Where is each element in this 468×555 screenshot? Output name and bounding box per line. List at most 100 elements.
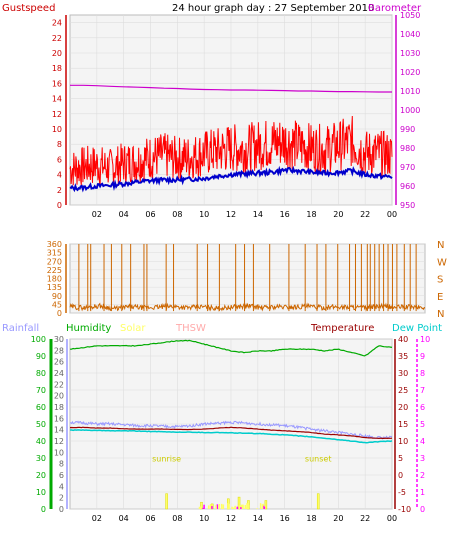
rainfall-tick-label: 14 — [54, 426, 64, 435]
humidity-tick-label: 20 — [36, 471, 46, 480]
gust-tick-label: 0 — [57, 201, 62, 210]
temperature-tick-label: 35 — [398, 352, 408, 361]
rainfall-tick-label: 4 — [59, 482, 64, 491]
temperature-tick-label: 10 — [398, 437, 408, 446]
legend-temperature: Temperature — [310, 323, 374, 334]
humidity-tick-label: 100 — [31, 335, 46, 344]
barometer-tick-label: 1020 — [400, 68, 420, 77]
barometer-tick-label: 1030 — [400, 49, 420, 58]
rainfall-tick-label: 2 — [59, 494, 64, 503]
uv-tick-label: 9 — [420, 352, 425, 361]
direction-tick-label: 225 — [47, 266, 62, 275]
uv-tick-label: 6 — [420, 403, 425, 412]
humidity-tick-label: 50 — [36, 420, 46, 429]
temp-x-tick-label: 20 — [333, 514, 343, 523]
average-wind-series-line — [69, 165, 393, 193]
humidity-tick-label: 70 — [36, 386, 46, 395]
gust-tick-label: 24 — [52, 19, 62, 28]
sunrise-annotation: sunrise — [152, 454, 181, 463]
uv-bar — [216, 504, 219, 509]
legend-thsw: THSW — [175, 323, 206, 334]
compass-label: W — [437, 257, 447, 268]
uv-bar — [211, 506, 213, 509]
uv-bar — [222, 504, 225, 509]
gust-tick-label: 10 — [52, 125, 62, 134]
uv-bar — [240, 507, 242, 509]
gust-tick-label: 22 — [52, 34, 62, 43]
gust-tick-label: 20 — [52, 49, 62, 58]
uv-bar — [228, 503, 230, 509]
uv-tick-label: 2 — [420, 471, 425, 480]
barometer-series-line — [70, 84, 392, 93]
compass-label: S — [437, 275, 443, 286]
uv-bar — [215, 505, 217, 509]
humidity-tick-label: 0 — [41, 505, 46, 514]
barometer-axis-title: Barometer — [368, 3, 422, 14]
rainfall-tick-label: 30 — [54, 335, 64, 344]
temperature-tick-label: 15 — [398, 420, 408, 429]
barometer-tick-label: 950 — [400, 201, 415, 210]
uv-bar — [242, 504, 244, 509]
solar-bar — [165, 493, 168, 510]
dew-point-series-line — [70, 429, 393, 444]
wind-direction-series-line — [69, 302, 425, 312]
wind-x-tick-label: 06 — [145, 210, 155, 219]
humidity-tick-label: 40 — [36, 437, 46, 446]
direction-tick-label: 360 — [47, 240, 62, 249]
solar-bar — [200, 501, 203, 510]
uv-bar — [232, 507, 235, 509]
direction-tick-label: 0 — [57, 309, 62, 318]
temperature-tick-label: 30 — [398, 369, 408, 378]
uv-bar — [209, 504, 212, 509]
uv-bar — [261, 504, 264, 509]
temperature-tick-label: 40 — [398, 335, 408, 344]
gust-tick-label: 6 — [57, 155, 62, 164]
compass-label: N — [437, 309, 444, 320]
barometer-tick-label: 960 — [400, 182, 415, 191]
uv-bar — [256, 508, 258, 509]
temp-x-tick-label: 02 — [92, 514, 102, 523]
barometer-tick-label: 1010 — [400, 87, 420, 96]
uv-bar — [234, 505, 236, 509]
gustspeed-axis-title: Gustspeed — [2, 3, 55, 14]
temperature-tick-label: 0 — [398, 471, 403, 480]
legend-dew-point: Dew Point — [392, 323, 442, 334]
uv-bar — [259, 503, 262, 509]
uv-bar — [236, 506, 239, 509]
uv-tick-label: 7 — [420, 386, 425, 395]
uv-bar — [247, 504, 250, 509]
gust-tick-label: 8 — [57, 140, 62, 149]
rainfall-tick-label: 18 — [54, 403, 64, 412]
direction-tick-label: 315 — [47, 249, 62, 258]
humidity-tick-label: 10 — [36, 488, 46, 497]
rainfall-tick-label: 28 — [54, 346, 64, 355]
gust-tick-label: 16 — [52, 79, 62, 88]
barometer-tick-label: 1050 — [400, 11, 420, 20]
solar-bar — [316, 493, 320, 510]
compass-label: E — [437, 292, 443, 303]
rainfall-tick-label: 10 — [54, 448, 64, 457]
uv-bar — [207, 505, 210, 509]
legend-humidity: Humidity — [66, 323, 111, 334]
temp-x-tick-label: 00 — [387, 514, 397, 523]
humidity-series-line — [69, 339, 393, 357]
wind-x-tick-label: 16 — [280, 210, 290, 219]
legend-solar: Solar — [120, 323, 146, 334]
gust-tick-label: 2 — [57, 186, 62, 195]
uv-bar — [231, 506, 233, 509]
uv-bar — [262, 505, 265, 509]
uv-bar — [203, 504, 205, 509]
uv-tick-label: 4 — [420, 437, 425, 446]
uv-tick-label: 3 — [420, 454, 425, 463]
uv-bar — [199, 506, 202, 509]
sunset-annotation: sunset — [305, 454, 332, 463]
temp-x-tick-label: 08 — [172, 514, 182, 523]
wind-x-tick-label: 14 — [253, 210, 263, 219]
temperature-series-line — [69, 426, 393, 440]
uv-bar — [240, 504, 243, 509]
compass-label: N — [437, 240, 444, 251]
wind-x-tick-label: 22 — [360, 210, 370, 219]
humidity-tick-label: 30 — [36, 454, 46, 463]
rainfall-tick-label: 12 — [54, 437, 64, 446]
